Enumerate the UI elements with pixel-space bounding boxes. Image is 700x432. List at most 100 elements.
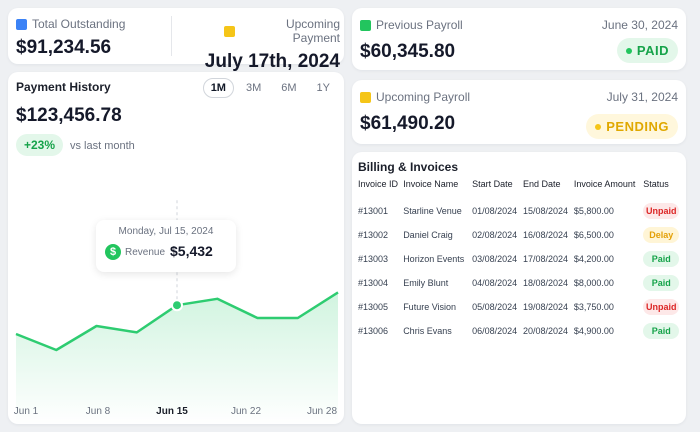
status-badge: Delay [643,227,680,243]
invoice-end-cell: 19/08/2024 [522,302,568,312]
x-tick-label: Jun 22 [231,406,261,417]
x-tick-label: Jun 8 [86,406,111,417]
column-header: Invoice Name [403,179,459,189]
invoice-start-cell: 01/08/2024 [472,206,518,216]
table-row[interactable]: #13003 Horizon Events 03/08/2024 17/08/2024… [358,247,684,271]
invoice-amount-cell: $4,900.00 [573,326,614,336]
column-header: End Date [522,179,561,189]
invoice-amount-cell: $3,750.00 [573,302,614,312]
summary-divider [171,16,172,56]
table-row[interactable]: #13004 Emily Blunt 04/08/2024 18/08/2024 $8,… [358,271,684,295]
column-header: Invoice Amount [573,179,636,189]
invoice-table-header: Invoice ID Invoice Name Start Date End Date… [358,179,684,199]
invoice-id-cell: #13003 [358,254,389,264]
table-row[interactable]: #13005 Future Vision 05/08/2024 19/08/2024 $… [358,295,684,319]
upcoming-payment: Upcoming Payment July 17th, 2024 [174,8,340,72]
previous-payroll-card[interactable]: Previous Payroll June 30, 2024 $60,345.8… [352,8,686,70]
x-tick-label: Jun 1 [14,406,39,417]
invoice-status-cell: Unpaid [643,295,684,319]
summary-card: Total Outstanding $91,234.56 Upcoming Pa… [8,8,344,72]
upcoming-payroll-card[interactable]: Upcoming Payroll July 31, 2024 $61,490.2… [352,80,686,144]
invoice-status-cell: Delay [643,223,684,247]
range-tab-3m[interactable]: 3M [245,82,262,94]
invoice-status-cell: Paid [643,247,684,271]
upcoming-payment-label: Upcoming Payment [285,17,340,45]
invoice-amount-cell: $5,800.00 [573,206,614,216]
range-tab-1y[interactable]: 1Y [316,82,330,94]
invoice-end-cell: 15/08/2024 [522,206,568,216]
total-outstanding-value: $91,234.56 [16,37,112,58]
table-row[interactable]: #13002 Daniel Craig 02/08/2024 16/08/2024 $6… [358,223,684,247]
status-dot-icon [625,47,632,54]
invoice-status-cell: Paid [643,271,684,295]
invoice-start-cell: 02/08/2024 [472,230,518,240]
invoice-end-cell: 18/08/2024 [522,278,568,288]
invoice-end-cell: 17/08/2024 [522,254,568,264]
table-row[interactable]: #13006 Chris Evans 06/08/2024 20/08/2024 $4,… [358,319,684,343]
status-badge: Paid [643,323,680,339]
chart-area-fill [16,292,338,424]
invoice-id-cell: #13002 [358,230,389,240]
status-badge: Paid [643,275,680,291]
invoice-id-cell: #13006 [358,326,389,336]
status-badge: Unpaid [643,299,680,315]
upcoming-payroll-label: Upcoming Payroll [376,90,471,104]
tooltip-label: Revenue [125,247,166,258]
change-note: vs last month [70,140,135,152]
invoice-id-cell: #13005 [358,302,389,312]
invoice-end-cell: 16/08/2024 [522,230,568,240]
chart-tooltip: Monday, Jul 15, 2024 $ Revenue $5,432 [96,220,236,272]
invoice-name-cell: Horizon Events [403,254,465,264]
money-icon [360,91,371,103]
invoice-start-cell: 03/08/2024 [472,254,518,264]
invoice-end-cell: 20/08/2024 [522,326,568,336]
invoice-id-cell: #13004 [358,278,389,288]
upcoming-payroll-amount: $61,490.20 [360,113,456,134]
x-tick-label: Jun 28 [307,406,337,417]
dollar-icon: $ [105,244,121,260]
status-badge: Paid [643,251,680,267]
invoice-amount-cell: $4,200.00 [573,254,614,264]
billing-invoices-card: Billing & Invoices Invoice ID Invoice Nam… [352,152,686,424]
payment-history-card: Jun 1 Jun 8 Jun 15 Jun 22 Jun 28 Payment His… [8,72,344,424]
pending-status-badge: PENDING [586,114,678,139]
invoice-name-cell: Starline Venue [403,206,462,216]
invoice-status-cell: Unpaid [643,199,684,223]
column-header: Invoice ID [358,179,399,189]
payment-history-chart[interactable]: Jun 1 Jun 8 Jun 15 Jun 22 Jun 28 [8,72,344,424]
invoice-name-cell: Emily Blunt [403,278,449,288]
invoice-amount-cell: $6,500.00 [573,230,614,240]
invoice-name-cell: Future Vision [403,302,457,312]
range-tab-1m[interactable]: 1M [202,78,234,98]
status-badge: Unpaid [643,203,680,219]
billing-title: Billing & Invoices [358,160,459,174]
invoice-table: Invoice ID Invoice Name Start Date End Date… [358,179,684,343]
chart-highlight-point[interactable] [171,299,183,312]
invoice-start-cell: 06/08/2024 [472,326,518,336]
paid-status-badge: PAID [616,38,678,63]
range-tab-6m[interactable]: 6M [281,82,297,94]
calendar-icon [224,25,235,37]
invoice-id-cell: #13001 [358,206,389,216]
column-header: Start Date [472,179,513,189]
previous-payroll-label: Previous Payroll [376,18,463,32]
tooltip-value: $5,432 [170,243,213,259]
status-dot-icon [595,123,602,130]
upcoming-payroll-date: July 31, 2024 [606,90,678,104]
total-outstanding-label: Total Outstanding [32,17,126,31]
invoice-start-cell: 05/08/2024 [472,302,518,312]
invoice-start-cell: 04/08/2024 [472,278,518,288]
table-row[interactable]: #13001 Starline Venue 01/08/2024 15/08/2024… [358,199,684,223]
payment-history-amount: $123,456.78 [16,105,122,126]
payment-history-title: Payment History [16,80,111,94]
upcoming-payment-value: July 17th, 2024 [204,51,340,72]
x-tick-label: Jun 15 [156,406,188,417]
range-tabs: 1M 3M 6M 1Y [202,78,338,98]
previous-payroll-amount: $60,345.80 [360,41,456,62]
column-header: Status [643,179,669,189]
pending-status-text: PENDING [606,119,669,134]
total-outstanding: Total Outstanding $91,234.56 [16,8,166,64]
invoice-name-cell: Chris Evans [403,326,452,336]
invoice-name-cell: Daniel Craig [403,230,453,240]
paid-status-text: PAID [636,43,669,58]
